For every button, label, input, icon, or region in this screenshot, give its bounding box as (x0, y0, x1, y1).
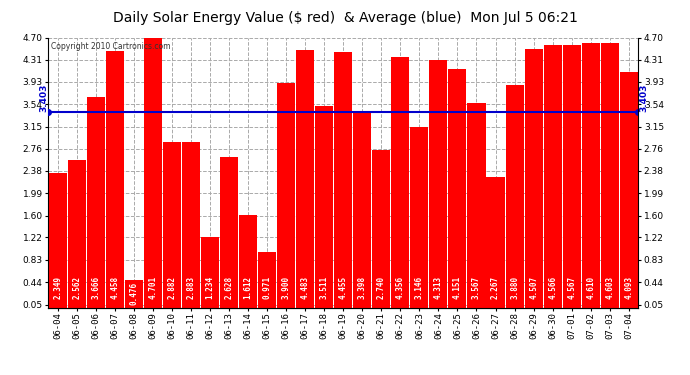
Bar (87, 97, 105, 308)
Text: 4.507: 4.507 (529, 276, 538, 299)
Text: 4.566: 4.566 (548, 276, 557, 299)
Text: 3.403: 3.403 (39, 84, 48, 112)
Bar (544, 45, 562, 308)
Bar (353, 112, 371, 308)
Text: 3.403: 3.403 (640, 84, 649, 112)
Bar (373, 150, 391, 308)
Text: 3.567: 3.567 (472, 276, 481, 299)
Text: 4.483: 4.483 (301, 276, 310, 299)
Bar (277, 84, 295, 308)
Bar (125, 280, 143, 308)
Text: 4.603: 4.603 (605, 276, 614, 299)
Bar (106, 51, 124, 308)
Bar (524, 49, 542, 308)
Text: 4.458: 4.458 (110, 276, 119, 299)
Bar (448, 69, 466, 308)
Bar (467, 103, 486, 308)
Bar (334, 52, 353, 308)
Bar (239, 215, 257, 308)
Text: 3.880: 3.880 (510, 276, 519, 299)
Text: 2.882: 2.882 (168, 276, 177, 299)
Text: 4.151: 4.151 (453, 276, 462, 299)
Bar (391, 57, 409, 308)
Text: 0.971: 0.971 (263, 276, 272, 299)
Bar (429, 60, 448, 308)
Text: 4.701: 4.701 (148, 276, 157, 299)
Text: 4.093: 4.093 (624, 276, 633, 299)
Text: 4.455: 4.455 (339, 276, 348, 299)
Bar (68, 160, 86, 308)
Text: 4.356: 4.356 (396, 276, 405, 299)
Bar (411, 127, 428, 308)
Bar (620, 72, 638, 308)
Bar (49, 172, 67, 308)
Bar (144, 38, 162, 308)
Text: 2.562: 2.562 (72, 276, 81, 299)
Text: 2.349: 2.349 (53, 276, 62, 299)
Bar (163, 142, 181, 308)
Text: 1.612: 1.612 (244, 276, 253, 299)
Text: Daily Solar Energy Value ($ red)  & Average (blue)  Mon Jul 5 06:21: Daily Solar Energy Value ($ red) & Avera… (112, 11, 578, 25)
Bar (201, 237, 219, 308)
Text: 1.234: 1.234 (206, 276, 215, 299)
Text: 2.267: 2.267 (491, 276, 500, 299)
Text: 2.628: 2.628 (224, 276, 234, 299)
Bar (562, 45, 581, 308)
Text: 3.146: 3.146 (415, 276, 424, 299)
Bar (220, 156, 238, 308)
Bar (315, 106, 333, 308)
Bar (258, 252, 276, 308)
Bar (506, 85, 524, 308)
Text: 2.740: 2.740 (377, 276, 386, 299)
Text: 4.610: 4.610 (586, 276, 595, 299)
Bar (601, 43, 619, 308)
Text: 3.398: 3.398 (358, 276, 367, 299)
Text: 3.511: 3.511 (319, 276, 328, 299)
Bar (582, 43, 600, 308)
Text: 3.900: 3.900 (282, 276, 290, 299)
Text: 0.476: 0.476 (130, 282, 139, 305)
Bar (486, 177, 504, 308)
Text: 2.883: 2.883 (186, 276, 195, 299)
Text: 3.666: 3.666 (91, 276, 100, 299)
Text: 4.567: 4.567 (567, 276, 576, 299)
Text: 4.313: 4.313 (434, 276, 443, 299)
Bar (296, 50, 314, 308)
Text: Copyright 2010 Cartronics.com: Copyright 2010 Cartronics.com (51, 42, 170, 51)
Bar (182, 142, 200, 308)
